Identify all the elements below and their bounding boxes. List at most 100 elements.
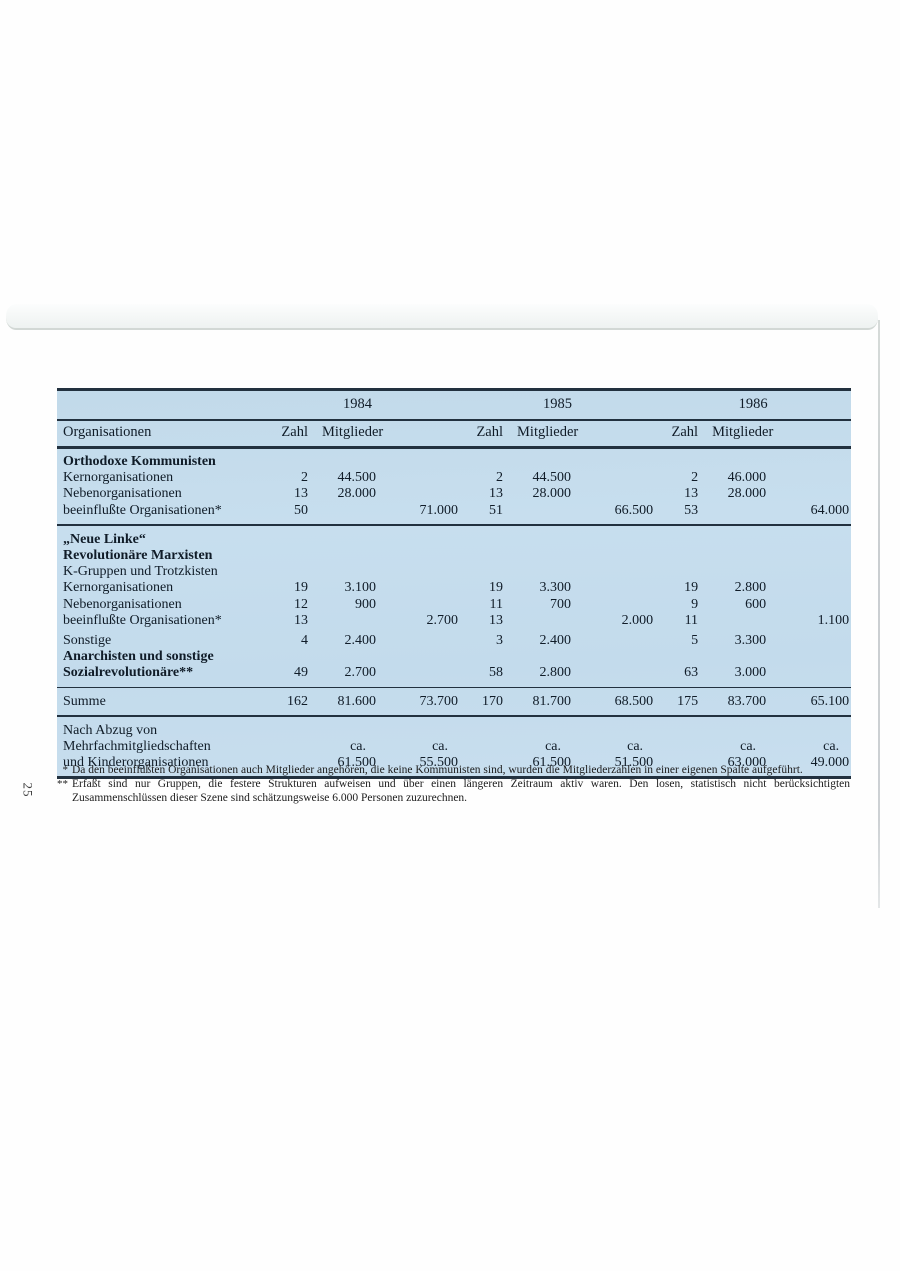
value-cell — [378, 649, 460, 665]
column-header-zahl: Zahl — [671, 424, 699, 440]
value-cell — [505, 548, 573, 564]
value-cell: 66.500 — [614, 502, 654, 518]
value-cell: 600 — [745, 596, 767, 612]
value-cell: 50 — [294, 502, 308, 518]
value-cell: 12 — [294, 596, 308, 612]
value-cell — [573, 665, 655, 687]
value-cell — [310, 564, 378, 580]
table-row: Sozialrevolutionäre** 49 2.700 58 2.800 63 3.0… — [57, 665, 851, 687]
value-cell: 170 — [482, 693, 504, 709]
table-row: Sonstige 4 2.400 3 2.400 5 3.300 — [57, 629, 851, 649]
table-row: Nach Abzug von — [57, 715, 852, 739]
value-cell — [505, 503, 573, 525]
value-cell — [768, 525, 851, 548]
value-cell: 3.300 — [539, 580, 572, 596]
value-cell — [460, 564, 505, 580]
value-cell — [460, 525, 505, 548]
row-label-cell: beeinflußte Organisationen* — [63, 502, 222, 518]
footnote-marker: ** — [57, 777, 68, 790]
value-cell — [505, 448, 573, 471]
row-label-cell: Summe — [63, 693, 106, 709]
value-cell — [310, 716, 378, 739]
value-cell: 2.000 — [621, 612, 654, 628]
value-cell — [310, 548, 378, 564]
column-header-row: Organisationen Zahl Mitglieder Zahl Mitglied… — [57, 420, 852, 448]
footnote-text: Erfaßt sind nur Gruppen, die festere Str… — [72, 777, 850, 804]
table-row: K-Gruppen und Trotzkisten — [57, 564, 851, 580]
value-cell: 51.500 — [614, 755, 654, 771]
value-cell — [573, 649, 655, 665]
value-cell: 2 — [496, 470, 504, 486]
value-cell: ca. — [432, 739, 449, 755]
footnote: * Da den beeinflußten Organisationen auc… — [57, 764, 850, 778]
value-cell — [700, 503, 768, 525]
value-cell: 53 — [684, 502, 699, 518]
value-cell — [573, 548, 655, 564]
value-cell: 5 — [691, 633, 699, 649]
value-cell: 49 — [294, 665, 308, 681]
value-cell: 19 — [489, 580, 504, 596]
value-cell: 3 — [496, 633, 504, 649]
value-cell: 19 — [684, 580, 699, 596]
value-cell — [573, 580, 655, 596]
value-cell — [310, 448, 378, 471]
value-cell: 162 — [287, 693, 308, 709]
row-label-cell: Mehrfachmitgliedschaften — [63, 739, 211, 755]
value-cell — [378, 525, 460, 548]
value-cell: 900 — [355, 596, 376, 612]
value-cell — [255, 564, 310, 580]
year-header-cell: 1985 — [543, 396, 573, 412]
value-cell — [700, 649, 768, 665]
table-row: Nebenorganisationen 12 900 11 700 9 600 — [57, 597, 851, 613]
value-cell — [573, 564, 655, 580]
value-cell: 3.300 — [734, 633, 767, 649]
value-cell — [768, 448, 851, 471]
row-label-cell: Revolutionäre Marxisten — [63, 548, 213, 564]
column-header-zahl: Zahl — [476, 424, 504, 440]
footnote-marker: * — [62, 764, 69, 776]
value-cell: 44.500 — [337, 470, 377, 486]
value-cell — [378, 629, 460, 649]
row-label-cell: Sozialrevolutionäre** — [63, 665, 194, 681]
value-cell — [255, 649, 310, 665]
organisationen-table: 1984 1985 1986 Organisationen Zahl Mitglieder… — [57, 388, 852, 780]
year-header-row: 1984 1985 1986 — [57, 390, 852, 420]
value-cell — [768, 629, 851, 649]
statistics-table: 1984 1985 1986 Organisationen Zahl Mitglieder… — [57, 388, 852, 780]
value-cell — [255, 548, 310, 564]
value-cell: 4 — [301, 633, 308, 649]
value-cell: 2.400 — [344, 633, 377, 649]
value-cell — [573, 448, 655, 471]
column-header-mitglieder: Mitglieder — [712, 424, 774, 440]
value-cell — [255, 716, 310, 739]
value-cell: 2.700 — [344, 665, 377, 681]
value-cell — [505, 716, 573, 739]
value-cell — [505, 525, 573, 548]
table-row: Revolutionäre Marxisten — [57, 548, 851, 564]
column-header-mitglieder: Mitglieder — [322, 424, 384, 440]
value-cell — [768, 486, 851, 502]
value-cell — [768, 564, 851, 580]
value-cell — [768, 548, 851, 564]
value-cell: 3.100 — [344, 580, 377, 596]
value-cell — [655, 448, 700, 471]
value-cell — [505, 564, 573, 580]
value-cell — [655, 716, 700, 739]
value-cell: 28.000 — [532, 486, 572, 502]
value-cell: 19 — [294, 580, 308, 596]
value-cell: 175 — [677, 693, 699, 709]
value-cell — [573, 470, 655, 486]
value-cell — [378, 470, 460, 486]
value-cell: 9 — [691, 596, 699, 612]
value-cell: 13 — [489, 612, 504, 628]
table-row: beeinflußte Organisationen* 50 71.000 51 66.… — [57, 503, 851, 525]
value-cell — [700, 613, 768, 629]
value-cell — [700, 564, 768, 580]
value-cell: 63.000 — [727, 755, 767, 771]
value-cell — [655, 649, 700, 665]
value-cell — [573, 525, 655, 548]
value-cell — [768, 649, 851, 665]
value-cell: 61.500 — [337, 755, 377, 771]
value-cell — [505, 613, 573, 629]
